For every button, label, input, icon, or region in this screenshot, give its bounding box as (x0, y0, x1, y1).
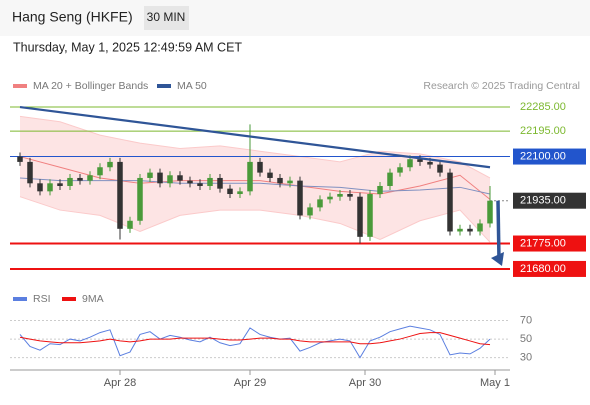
candle-body (57, 183, 63, 186)
candle-body (487, 200, 493, 224)
candle-body (367, 194, 373, 237)
level-label-box (513, 148, 586, 165)
chart-title: Hang Seng (HKFE) (12, 9, 133, 25)
bollinger-upper (19, 115, 491, 179)
candle-body (237, 191, 243, 195)
level-label-box (513, 260, 586, 277)
candle-body (77, 177, 83, 181)
candle-body (37, 183, 43, 192)
timeframe-box[interactable] (144, 6, 189, 30)
candle-body (377, 185, 383, 195)
rsi-legend-label: 9MA (82, 293, 104, 305)
rsi-tick-label: 50 (520, 333, 532, 345)
x-tick-label: Apr 28 (104, 377, 136, 389)
level-label: 22285.00 (520, 101, 566, 113)
candle-body (157, 172, 163, 184)
candle-body (347, 194, 353, 197)
candle-body (197, 183, 203, 186)
candle-body (337, 194, 343, 197)
level-label-box (513, 192, 586, 209)
forecast-arrow (496, 200, 501, 260)
x-tick-label: Apr 29 (234, 377, 266, 389)
header-bar (0, 0, 590, 36)
rsi-legend-swatch (62, 297, 76, 301)
candle-body (247, 161, 253, 192)
candle-body (177, 175, 183, 181)
candle-body (97, 167, 103, 176)
candle-body (397, 167, 403, 173)
candle-body (207, 177, 213, 186)
credit: Research © 2025 Trading Central (423, 80, 580, 92)
candle-body (257, 161, 263, 173)
x-tick-label: Apr 30 (349, 377, 381, 389)
candle-body (457, 228, 463, 232)
candle-body (387, 172, 393, 186)
rsi-line (19, 332, 491, 346)
ma50-line (19, 177, 491, 195)
candle-body (407, 159, 413, 168)
rsi-legend-swatch (13, 297, 27, 301)
candle-body (307, 207, 313, 216)
candle-body (467, 228, 473, 232)
candle-body (187, 180, 193, 184)
candle-body (447, 172, 453, 232)
candle-body (167, 175, 173, 184)
level-label-box (513, 235, 586, 252)
x-tick-label: May 1 (480, 377, 510, 389)
rsi-tick-label: 30 (520, 351, 532, 363)
timeframe[interactable]: 30 MIN (147, 10, 186, 24)
candle-body (227, 188, 233, 195)
candle-body (147, 172, 153, 178)
legend-swatch (13, 84, 27, 88)
candle-body (297, 180, 303, 216)
candle-body (357, 196, 363, 237)
candle-body (477, 223, 483, 232)
candle-body (417, 159, 423, 162)
candle-body (137, 177, 143, 221)
legend-label: MA 50 (177, 80, 207, 92)
rsi-tick-label: 70 (520, 314, 532, 326)
candle-body (107, 161, 113, 168)
candle-body (87, 175, 93, 181)
bollinger-lower (19, 196, 491, 243)
legend-swatch (157, 84, 171, 88)
subtitle: Thursday, May 1, 2025 12:49:59 AM CET (13, 40, 242, 54)
forecast-arrowhead (491, 251, 504, 266)
candle-body (267, 172, 273, 178)
candle-body (47, 183, 53, 192)
candle-body (127, 220, 133, 229)
level-label: 22195.00 (520, 125, 566, 137)
candle-body (67, 177, 73, 186)
candle-body (317, 199, 323, 208)
rsi-legend-label: RSI (33, 293, 51, 305)
candle-body (17, 156, 23, 162)
candle-body (327, 196, 333, 200)
level-label: 21775.00 (520, 237, 566, 249)
candle-body (117, 161, 123, 229)
rsi-line (19, 325, 491, 359)
level-label: 22100.00 (520, 150, 566, 162)
level-label: 21680.00 (520, 263, 566, 275)
candle-body (277, 177, 283, 184)
level-label: 21935.00 (520, 195, 566, 207)
candle-body (427, 161, 433, 165)
candle-body (437, 164, 443, 173)
legend-label: MA 20 + Bollinger Bands (33, 80, 148, 92)
candle-body (27, 161, 33, 184)
trendline (19, 105, 491, 169)
candle-body (217, 177, 223, 189)
candle-body (287, 180, 293, 184)
